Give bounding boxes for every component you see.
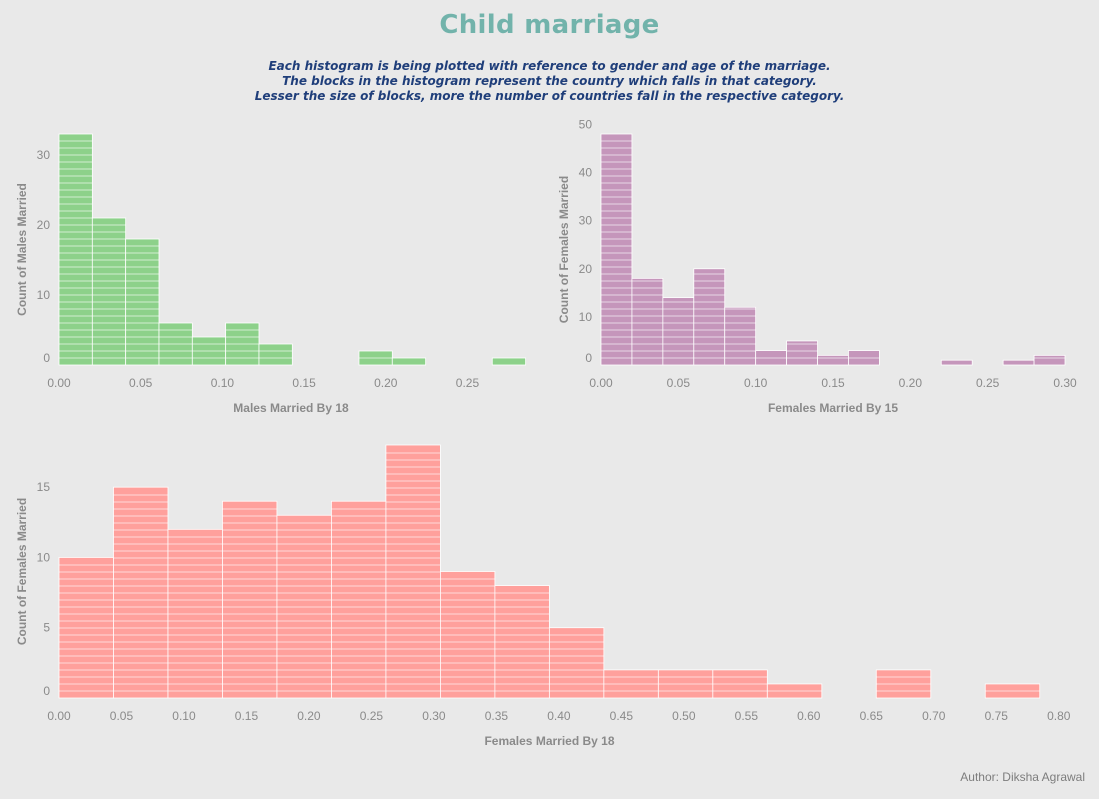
histogram-bar [817,354,849,366]
x-tick-label: 0.25 [456,376,480,390]
histogram-bar [258,343,293,366]
x-tick-label: 0.15 [821,376,845,390]
x-tick-label: 0.75 [985,709,1009,723]
y-tick-label: 30 [37,148,51,162]
subtitle-line-3: Lesser the size of blocks, more the numb… [254,89,845,103]
x-tick-label: 0.40 [547,709,571,723]
y-tick-label: 50 [579,117,593,131]
x-tick-label: 0.05 [110,709,134,723]
x-axis-label: Males Married By 18 [233,401,349,415]
histogram-1: 0.00 0.05 0.10 0.15 0.20 0.25 0 10 20 30 Males Mar… [15,133,527,415]
histogram-bar [786,340,818,366]
x-tick-label: 0.35 [485,709,509,723]
histogram-bar [385,444,441,699]
x-tick-label: 0.20 [374,376,398,390]
x-tick-label: 0.10 [744,376,768,390]
y-axis-label: Count of Females Married [15,498,29,645]
histogram-bar [662,297,695,366]
x-tick-label: 0.25 [976,376,1000,390]
x-tick-label: 0.30 [1053,376,1077,390]
histogram-bar [276,514,332,699]
y-tick-label: 0 [43,351,50,365]
histogram-bar [91,217,127,366]
chart-title: Child marriage [439,10,660,40]
histogram-bar [1033,354,1066,366]
x-tick-label: 0.05 [129,376,153,390]
histogram-bar [940,359,973,366]
histogram-bar [331,500,387,699]
x-tick-label: 0.25 [360,709,384,723]
histogram-3: 0.00 0.05 0.10 0.15 0.20 0.25 0.30 0.35 0.40 0.45… [15,444,1071,748]
chart-subtitle: Each histogram is being plotted with ref… [0,59,1099,104]
y-tick-label: 5 [43,621,50,635]
y-tick-label: 10 [37,550,51,564]
subtitle-line-2: The blocks in the histogram represent th… [282,74,817,88]
x-tick-label: 0.00 [47,376,71,390]
y-tick-label: 40 [579,166,593,180]
author-credit: Author: Diksha Agrawal [960,770,1085,784]
y-tick-label: 10 [37,288,51,302]
x-tick-label: 0.30 [422,709,446,723]
histogram-bar [600,133,633,366]
histogram-bar [391,357,427,366]
x-tick-label: 0.50 [672,709,696,723]
y-tick-label: 20 [37,218,51,232]
subtitle-line-1: Each histogram is being plotted with ref… [268,59,831,73]
histogram-bar [491,357,527,366]
histogram-bar [1002,359,1035,366]
x-tick-label: 0.10 [211,376,235,390]
x-tick-label: 0.10 [172,709,196,723]
x-tick-label: 0.00 [47,709,71,723]
x-tick-label: 0.70 [922,709,946,723]
x-tick-label: 0.55 [735,709,759,723]
x-tick-label: 0.45 [610,709,634,723]
x-tick-label: 0.00 [589,376,613,390]
y-tick-label: 0 [43,684,50,698]
x-tick-label: 0.80 [1047,709,1071,723]
x-tick-label: 0.65 [860,709,884,723]
y-axis-label: Count of Females Married [557,176,571,323]
histogram-bar [113,486,169,699]
histogram-2: 0.00 0.05 0.10 0.15 0.20 0.25 0.30 0 10 20 30 40 50 F… [557,117,1077,415]
y-tick-label: 10 [579,310,593,324]
histogram-bar [693,268,726,366]
x-tick-label: 0.05 [667,376,691,390]
x-tick-label: 0.15 [292,376,316,390]
histogram-bar [724,306,757,366]
x-axis-label: Females Married By 18 [484,734,614,748]
x-tick-label: 0.20 [297,709,321,723]
x-axis-label: Females Married By 15 [768,401,898,415]
histogram-bar [222,500,278,699]
y-tick-label: 15 [37,480,51,494]
y-tick-label: 20 [579,262,593,276]
histogram-bar [58,133,93,366]
histogram-bar [631,277,664,366]
y-tick-label: 0 [585,351,592,365]
x-tick-label: 0.20 [899,376,923,390]
y-axis-label: Count of Males Married [15,183,29,316]
x-tick-label: 0.15 [235,709,259,723]
y-tick-label: 30 [579,214,593,228]
x-tick-label: 0.60 [797,709,821,723]
